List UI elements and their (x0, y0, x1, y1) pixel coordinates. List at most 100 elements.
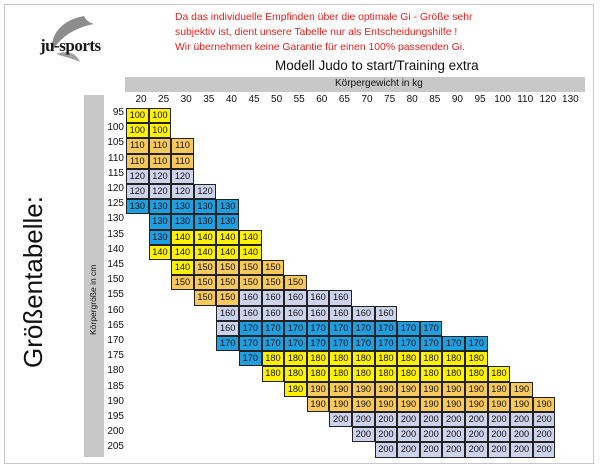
size-cell: 170 (374, 336, 398, 352)
size-cell: 200 (442, 427, 465, 443)
weight-col-head: 75 (384, 94, 396, 105)
size-cell: 130 (216, 199, 239, 215)
weight-col-head: 65 (338, 94, 350, 105)
size-cell: 180 (261, 366, 285, 382)
size-cell: 180 (465, 351, 488, 367)
size-cell: 160 (306, 290, 330, 306)
size-cell: 140 (171, 229, 194, 245)
size-cell: 160 (284, 290, 307, 306)
weight-col-head: 30 (180, 94, 192, 105)
weight-col-head: 40 (225, 94, 237, 105)
model-title: Modell Judo to start/Training extra (275, 58, 479, 73)
size-cell: 120 (126, 184, 149, 200)
weight-col-head: 25 (158, 94, 170, 105)
height-row-head: 160 (107, 304, 124, 316)
weight-col-head: 120 (539, 94, 557, 105)
size-cell: 100 (126, 108, 149, 124)
size-cell: 200 (397, 442, 420, 458)
size-cell: 200 (465, 442, 488, 458)
size-cell: 150 (216, 290, 239, 306)
size-cell: 150 (171, 275, 194, 291)
size-cell: 160 (306, 305, 330, 321)
size-cell: 170 (397, 336, 420, 352)
height-row-head: 175 (107, 350, 124, 362)
logo-swoosh-icon (51, 16, 94, 62)
size-cell: 200 (532, 442, 556, 458)
size-cell: 120 (171, 184, 194, 200)
weight-col-head: 80 (406, 94, 418, 105)
size-cell: 190 (465, 381, 488, 397)
size-cell: 200 (352, 412, 375, 428)
size-cell: 160 (216, 320, 239, 336)
size-cell: 190 (419, 396, 443, 412)
size-cell: 200 (510, 412, 533, 428)
size-cell: 110 (148, 153, 172, 169)
size-cell: 190 (510, 396, 533, 412)
size-cell: 180 (397, 366, 420, 382)
size-cell: 170 (239, 336, 262, 352)
size-cell: 170 (329, 336, 352, 352)
size-cell: 200 (442, 442, 465, 458)
size-cell: 140 (148, 244, 172, 260)
size-cell: 170 (306, 336, 330, 352)
size-cell: 190 (352, 381, 375, 397)
size-cell: 190 (329, 396, 352, 412)
weight-col-head: 130 (562, 94, 579, 105)
size-cell: 170 (284, 320, 307, 336)
disclaimer-line: subjektiv ist, dient unsere Tabelle nur … (175, 27, 458, 38)
size-cell: 130 (148, 199, 172, 215)
size-cell: 130 (193, 214, 217, 230)
size-cell: 150 (261, 275, 285, 291)
size-cell: 190 (487, 381, 511, 397)
size-cell: 180 (419, 366, 443, 382)
size-cell: 180 (329, 351, 352, 367)
size-cell: 180 (442, 366, 465, 382)
size-cell: 150 (193, 260, 217, 276)
size-cell: 130 (216, 214, 239, 230)
size-cell: 180 (306, 351, 330, 367)
height-row-head: 95 (112, 107, 124, 118)
height-row-head: 145 (107, 259, 124, 270)
size-cell: 150 (261, 260, 285, 276)
size-cell: 170 (419, 320, 443, 336)
size-cell: 170 (374, 320, 398, 336)
size-cell: 140 (239, 244, 262, 260)
size-cell: 180 (352, 366, 375, 382)
weight-col-head: 20 (135, 94, 147, 105)
height-row-head: 110 (108, 152, 124, 164)
size-cell: 110 (126, 138, 149, 154)
size-cell: 140 (239, 229, 262, 245)
weight-col-head: 35 (203, 94, 215, 105)
size-cell: 150 (216, 275, 239, 291)
size-cell: 190 (442, 396, 465, 412)
size-cell: 200 (510, 427, 533, 443)
size-cell: 180 (374, 351, 398, 367)
size-cell: 170 (261, 336, 285, 352)
size-cell: 200 (442, 412, 465, 428)
logo-text: ju-sports (40, 36, 101, 55)
size-cell: 200 (487, 412, 511, 428)
size-cell: 200 (329, 412, 352, 428)
size-cell: 190 (329, 381, 352, 397)
height-row-head: 185 (107, 380, 124, 392)
size-cell: 180 (284, 381, 307, 397)
size-cell: 200 (487, 442, 511, 458)
size-cell: 130 (126, 199, 149, 215)
size-cell: 200 (419, 442, 443, 458)
size-cell: 180 (397, 351, 420, 367)
height-row-head: 140 (107, 243, 124, 255)
height-band (84, 95, 104, 457)
size-cell: 170 (352, 336, 375, 352)
size-cell: 160 (329, 290, 352, 306)
size-cell: 190 (397, 396, 420, 412)
height-row-head: 135 (107, 228, 124, 240)
height-row-head: 155 (107, 289, 124, 301)
size-cell: 160 (374, 305, 398, 321)
size-cell: 130 (193, 199, 217, 215)
size-cell: 160 (239, 305, 262, 321)
size-cell: 200 (419, 427, 443, 443)
size-cell: 120 (193, 184, 217, 200)
size-cell: 160 (239, 290, 262, 306)
size-cell: 150 (284, 275, 307, 291)
height-row-head: 165 (107, 319, 124, 331)
